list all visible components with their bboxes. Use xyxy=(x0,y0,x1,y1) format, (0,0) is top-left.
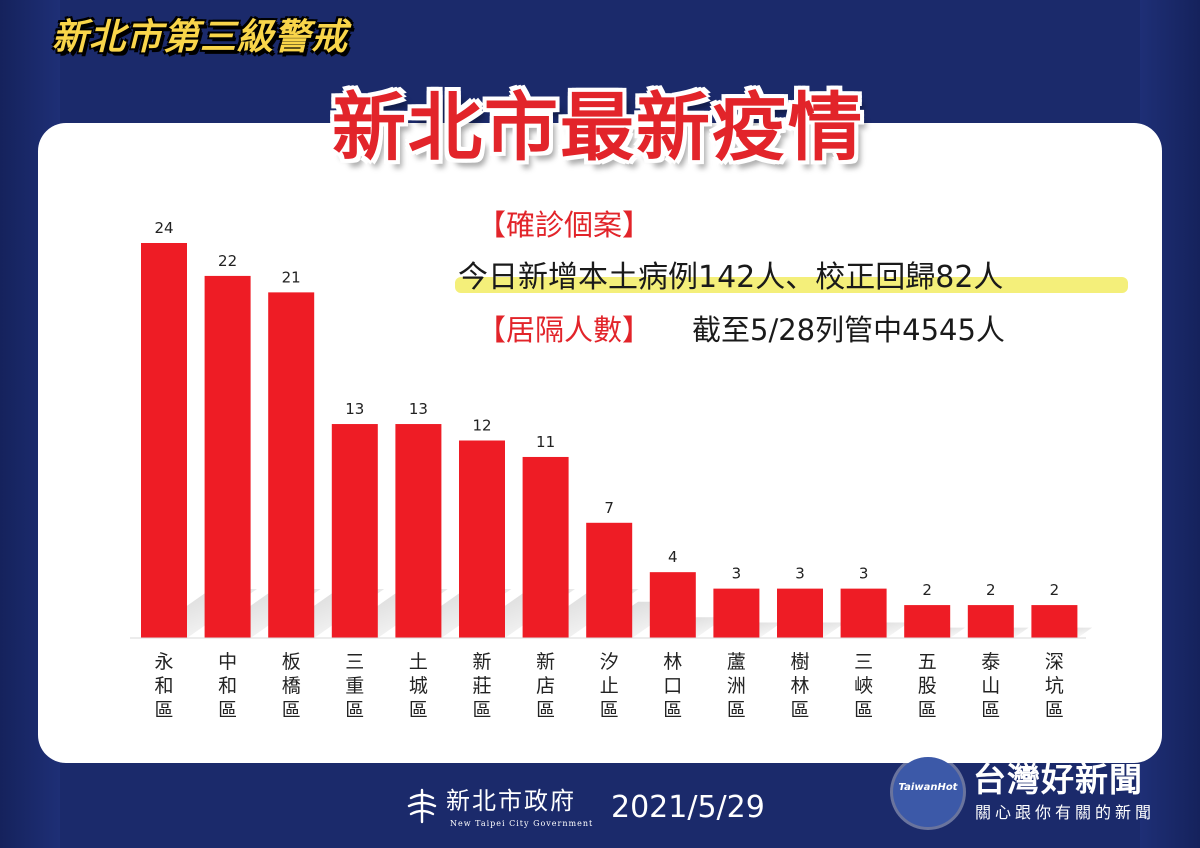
confirmed-cases-heading: 【確診個案】 xyxy=(477,208,652,242)
taiwanhot-logo-icon: TaiwanHot xyxy=(893,757,963,827)
alert-level-badge: 新北市第三級警戒 xyxy=(52,17,349,58)
government-name: 新北市政府 xyxy=(446,787,576,815)
new-taipei-logo-icon xyxy=(407,788,437,824)
taiwanhot-logo-text: TaiwanHot xyxy=(898,782,958,793)
report-date: 2021/5/29 xyxy=(611,790,765,825)
watermark-name: 台灣好新聞 xyxy=(973,760,1143,799)
isolation-count-text: 截至5/28列管中4545人 xyxy=(692,313,1005,347)
page-title: 新北市最新疫情 xyxy=(332,85,864,171)
isolation-heading: 【居隔人數】 xyxy=(477,313,652,347)
watermark-subtitle: 關心跟你有關的新聞 xyxy=(975,803,1156,822)
government-name-english: New Taipei City Government xyxy=(450,819,594,828)
highlight-marker xyxy=(455,277,1128,293)
today-cases-text: 今日新增本土病例142人、校正回歸82人 xyxy=(458,260,1004,295)
